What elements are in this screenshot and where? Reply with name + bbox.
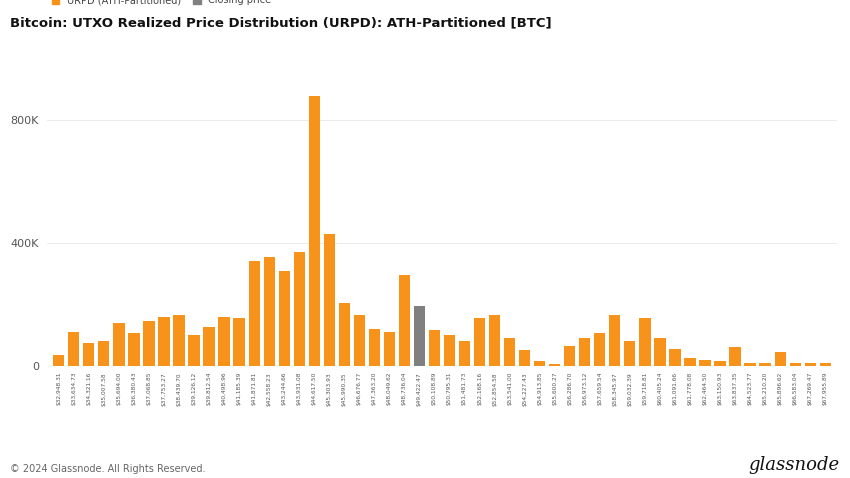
Text: © 2024 Glassnode. All Rights Reserved.: © 2024 Glassnode. All Rights Reserved. [10,464,206,474]
Bar [189,335,200,366]
Bar [324,234,335,366]
Bar [774,352,785,366]
Bar [534,361,546,366]
Bar [173,315,184,366]
Bar [594,334,605,366]
Bar [369,329,380,366]
Bar [99,341,110,366]
Bar [68,332,79,366]
Bar [564,346,575,366]
Bar [218,316,230,366]
Bar [669,349,681,366]
Bar [383,332,395,366]
Bar [83,343,94,366]
Bar [279,271,290,366]
Bar [264,257,275,366]
Text: glassnode: glassnode [749,456,840,474]
Bar [128,334,139,366]
Bar [729,347,740,366]
Bar [234,318,245,366]
Bar [639,318,650,366]
Text: Bitcoin: UTXO Realized Price Distribution (URPD): ATH-Partitioned [BTC]: Bitcoin: UTXO Realized Price Distributio… [10,17,552,30]
Bar [714,361,726,366]
Bar [489,315,501,366]
Bar [760,363,771,366]
Bar [293,252,305,366]
Bar [338,303,350,366]
Bar [624,341,636,366]
Bar [158,316,170,366]
Bar [654,338,666,366]
Bar [474,318,485,366]
Bar [414,306,425,366]
Bar [684,358,695,366]
Bar [309,96,320,366]
Bar [609,315,620,366]
Bar [113,323,124,366]
Bar [354,315,365,366]
Bar [790,363,801,366]
Bar [819,363,830,366]
Legend: URPD (ATH-Partitioned), Closing price: URPD (ATH-Partitioned), Closing price [48,0,275,9]
Bar [805,363,816,366]
Bar [203,327,215,366]
Bar [700,359,711,366]
Bar [248,261,260,366]
Bar [459,341,470,366]
Bar [745,363,756,366]
Bar [504,338,515,366]
Bar [579,338,591,366]
Bar [144,321,155,366]
Bar [54,355,65,366]
Bar [429,330,440,366]
Bar [399,275,410,366]
Bar [519,350,530,366]
Bar [444,335,455,366]
Bar [549,364,560,366]
